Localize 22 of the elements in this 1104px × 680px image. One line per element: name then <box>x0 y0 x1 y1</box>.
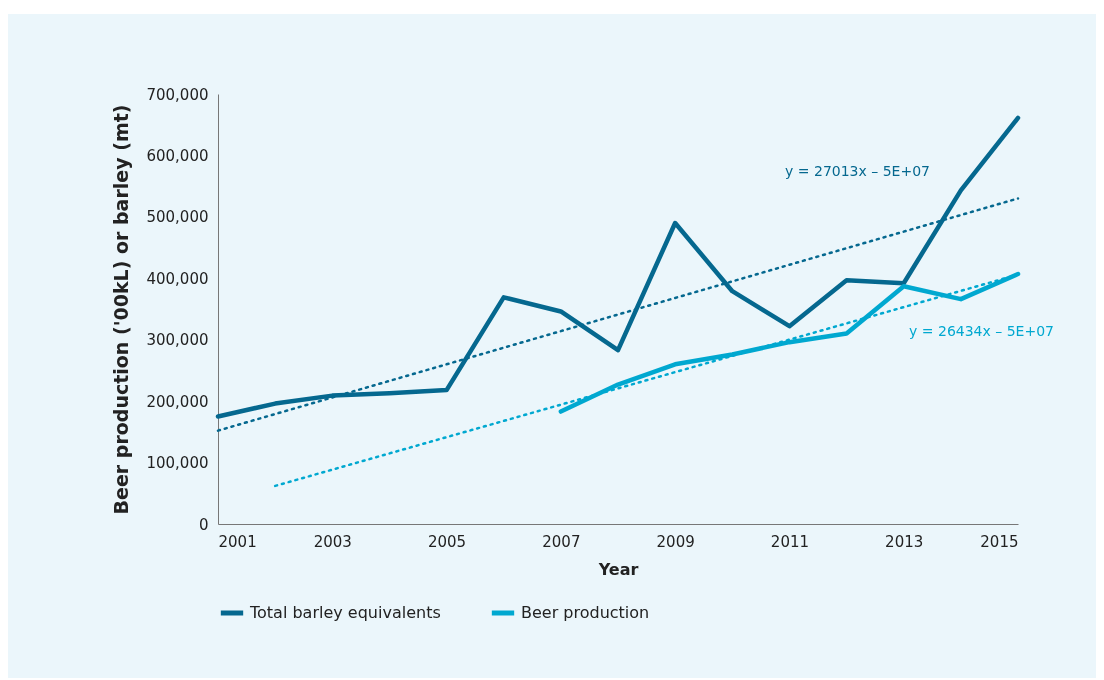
y-tick-label: 0 <box>198 515 209 534</box>
y-tick-label: 600,000 <box>146 146 209 165</box>
x-tick-label: 2013 <box>885 532 924 551</box>
x-axis-title: Year <box>597 559 639 579</box>
x-tick-label: 2011 <box>770 532 810 551</box>
y-tick-label: 500,000 <box>146 208 209 227</box>
y-tick-label: 100,000 <box>146 454 209 473</box>
y-tick-label: 700,000 <box>146 85 209 104</box>
annotation: y = 27013x – 5E+07 <box>785 163 930 180</box>
y-tick-label: 200,000 <box>146 392 209 411</box>
legend-label: Total barley equivalents <box>249 603 441 622</box>
x-tick-label: 2015 <box>980 532 1019 551</box>
legend-label: Beer production <box>521 603 650 622</box>
y-tick-label: 300,000 <box>146 331 209 350</box>
x-tick-label: 2003 <box>313 532 352 551</box>
x-tick-label: 2001 <box>218 532 257 551</box>
annotation: y = 26434x – 5E+07 <box>909 322 1054 339</box>
x-tick-label: 2007 <box>542 532 581 551</box>
x-tick-label: 2009 <box>656 532 695 551</box>
x-tick-label: 2005 <box>427 532 467 551</box>
y-axis-title: Beer production ('00kL) or barley (mt) <box>110 104 133 515</box>
y-tick-label: 400,000 <box>146 269 209 288</box>
